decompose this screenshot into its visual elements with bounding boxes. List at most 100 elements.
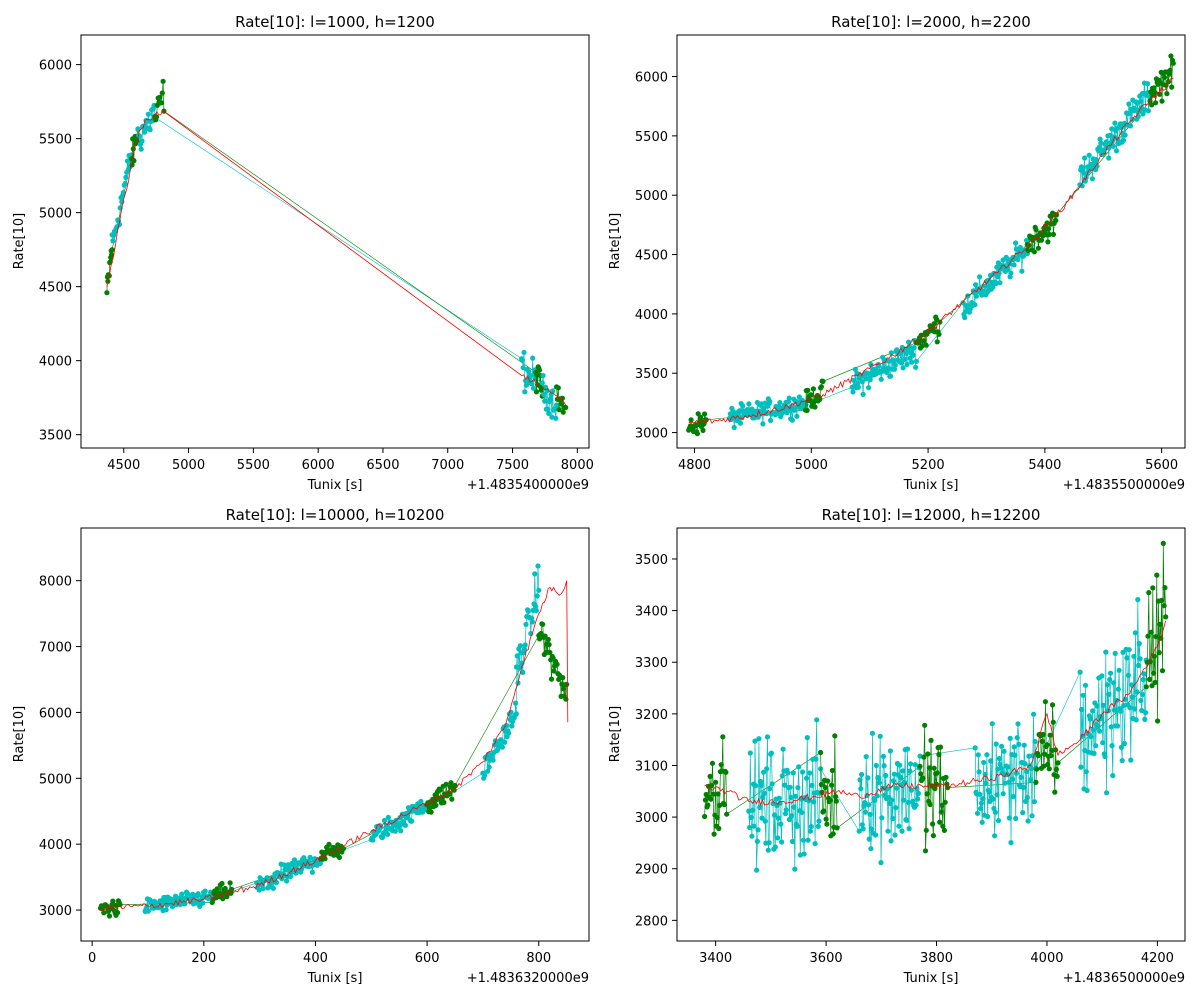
data-point — [768, 750, 774, 756]
data-point — [301, 855, 307, 861]
data-point — [385, 831, 391, 837]
data-point — [940, 823, 946, 829]
data-point — [720, 734, 726, 740]
data-point — [1041, 763, 1047, 769]
x-tick-label: 5500 — [237, 458, 270, 473]
data-point — [910, 352, 916, 358]
data-point — [796, 394, 802, 400]
data-point — [936, 331, 942, 337]
data-point — [525, 608, 531, 614]
x-tick-label: 800 — [526, 951, 551, 966]
data-point — [925, 751, 931, 757]
y-tick-label: 6000 — [39, 706, 72, 721]
x-tick-label: 3600 — [810, 951, 843, 966]
data-point — [907, 355, 913, 361]
data-point — [533, 603, 539, 609]
data-point — [996, 756, 1002, 762]
data-point — [1015, 721, 1021, 727]
data-point — [922, 848, 929, 854]
data-point — [761, 769, 767, 775]
data-point — [906, 826, 912, 832]
data-point — [1126, 647, 1132, 653]
data-point — [560, 686, 567, 692]
data-point — [153, 114, 160, 120]
data-point — [988, 758, 994, 764]
data-point — [977, 274, 983, 280]
data-point — [1139, 691, 1146, 698]
panel-2-y-axis-label: Rate[10] — [608, 213, 623, 270]
data-point — [992, 833, 998, 839]
data-point — [757, 778, 764, 785]
data-point — [117, 902, 123, 908]
data-point — [1018, 247, 1024, 253]
y-tick-label: 3100 — [635, 759, 668, 774]
data-point — [997, 761, 1003, 767]
data-point — [1112, 650, 1118, 656]
data-point — [551, 668, 557, 674]
data-point — [1098, 716, 1104, 722]
data-point — [1157, 91, 1163, 97]
data-point — [894, 785, 900, 791]
data-point — [123, 174, 129, 180]
data-point — [808, 824, 814, 830]
data-point — [786, 816, 792, 823]
data-point — [1121, 703, 1127, 709]
data-point — [778, 821, 784, 827]
data-point — [904, 746, 911, 752]
panel-3-x-offset-label: +1.4836320000e9 — [467, 971, 589, 986]
data-point — [452, 782, 458, 789]
data-point — [398, 828, 404, 834]
data-point — [1038, 237, 1045, 243]
y-tick-label: 3200 — [635, 708, 668, 723]
data-point — [812, 841, 818, 847]
series-connector — [163, 110, 537, 373]
data-point — [141, 129, 147, 135]
data-point — [998, 765, 1004, 771]
data-point — [859, 771, 865, 778]
data-point — [539, 387, 545, 393]
data-point — [1122, 696, 1128, 702]
data-point — [1125, 672, 1131, 678]
data-point — [981, 759, 987, 766]
data-point — [829, 767, 835, 774]
data-point — [815, 823, 821, 829]
data-point — [513, 700, 519, 706]
data-point — [1153, 634, 1159, 640]
data-point — [538, 630, 544, 637]
data-point — [1142, 716, 1148, 722]
data-point — [900, 365, 906, 371]
data-point — [749, 833, 755, 839]
data-point — [1140, 677, 1146, 683]
data-point — [1110, 773, 1116, 779]
data-point — [448, 780, 454, 786]
data-point — [760, 421, 766, 427]
data-point — [1136, 641, 1142, 647]
data-point — [1150, 585, 1156, 591]
data-point — [1079, 706, 1085, 713]
data-point — [852, 366, 858, 372]
data-point — [1047, 732, 1053, 738]
series-line — [919, 725, 948, 851]
x-tick-label: 5000 — [172, 458, 205, 473]
data-point — [879, 815, 885, 821]
data-point — [705, 802, 711, 808]
data-point — [893, 805, 899, 811]
series-line — [1079, 599, 1147, 793]
data-point — [1013, 770, 1019, 776]
data-point — [924, 791, 930, 797]
data-point — [542, 633, 548, 639]
y-tick-label: 2900 — [635, 863, 668, 878]
data-point — [222, 885, 228, 892]
data-point — [1151, 670, 1157, 676]
data-point — [256, 887, 262, 893]
panel-2-title: Rate[10]: l=2000, h=2200 — [831, 13, 1031, 31]
data-point — [709, 783, 715, 789]
data-point — [542, 398, 548, 404]
data-point — [865, 775, 871, 781]
data-point — [104, 290, 110, 296]
data-point — [809, 782, 815, 788]
data-point — [850, 389, 856, 395]
data-point — [761, 405, 767, 411]
data-point — [521, 646, 527, 652]
data-point — [441, 799, 447, 806]
